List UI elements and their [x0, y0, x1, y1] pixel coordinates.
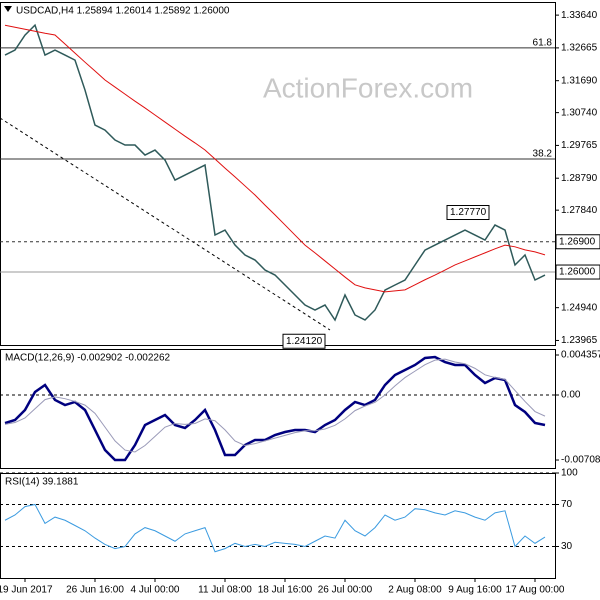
- y-tick-label: 1.33640: [561, 10, 598, 21]
- x-tick-label: 2 Aug 08:00: [388, 585, 442, 596]
- y-tick-label: -0.007081: [561, 455, 600, 466]
- panel-frame: [0, 349, 556, 469]
- x-tick-label: 11 Jul 08:00: [198, 585, 252, 596]
- level-box: [555, 264, 600, 280]
- y-tick-label: 100: [561, 468, 578, 479]
- annotation-label: 1.27770: [450, 207, 487, 218]
- x-tick-label: 18 Jul 16:00: [258, 585, 313, 596]
- annotation-box: [446, 205, 490, 221]
- annotation-box: [282, 333, 326, 349]
- y-tick-label: 1.32665: [561, 43, 598, 54]
- y-tick-label: 1.31690: [561, 75, 598, 86]
- x-tick-label: 17 Aug 00:00: [506, 585, 565, 596]
- x-tick-label: 19 Jun 2017: [0, 585, 53, 596]
- y-tick-label: 1.28790: [561, 173, 598, 184]
- panel-title: RSI(14) 39.1881: [5, 477, 79, 488]
- y-tick-label: 70: [561, 499, 573, 510]
- series-line: [4, 358, 546, 453]
- y-tick-label: 0.00: [561, 390, 581, 401]
- watermark: ActionForex.com: [263, 72, 473, 103]
- annotation-label: 1.24120: [286, 336, 323, 347]
- panel-icon: [4, 6, 12, 12]
- trend-line: [0, 117, 331, 331]
- level-label: 1.26900: [559, 236, 596, 247]
- panel-title: MACD(12,26,9) -0.002902 -0.002262: [5, 353, 171, 364]
- panel-title: USDCAD,H4 1.25894 1.26014 1.25892 1.2600…: [16, 6, 230, 17]
- level-box: [555, 234, 600, 250]
- x-tick-label: 26 Jun 16:00: [66, 585, 124, 596]
- x-tick-label: 9 Aug 16:00: [448, 585, 502, 596]
- series-line: [4, 355, 546, 462]
- y-tick-label: 30: [561, 541, 573, 552]
- panel-frame: [0, 2, 556, 346]
- level-label: 1.26000: [559, 267, 596, 278]
- series-line: [4, 23, 546, 322]
- x-tick-label: 26 Jul 00:00: [318, 585, 373, 596]
- level-label: 61.8: [533, 38, 553, 49]
- level-label: 38.2: [533, 149, 553, 160]
- y-tick-label: 1.30740: [561, 107, 598, 118]
- y-tick-label: 1.24940: [561, 302, 598, 313]
- series-line: [4, 24, 546, 293]
- series-line: [4, 503, 546, 553]
- y-tick-label: 1.23965: [561, 335, 598, 346]
- y-tick-label: 0.004357: [561, 350, 600, 361]
- y-tick-label: 1.27840: [561, 205, 598, 216]
- x-tick-label: 4 Jul 00:00: [131, 585, 180, 596]
- y-tick-label: 1.29765: [561, 140, 598, 151]
